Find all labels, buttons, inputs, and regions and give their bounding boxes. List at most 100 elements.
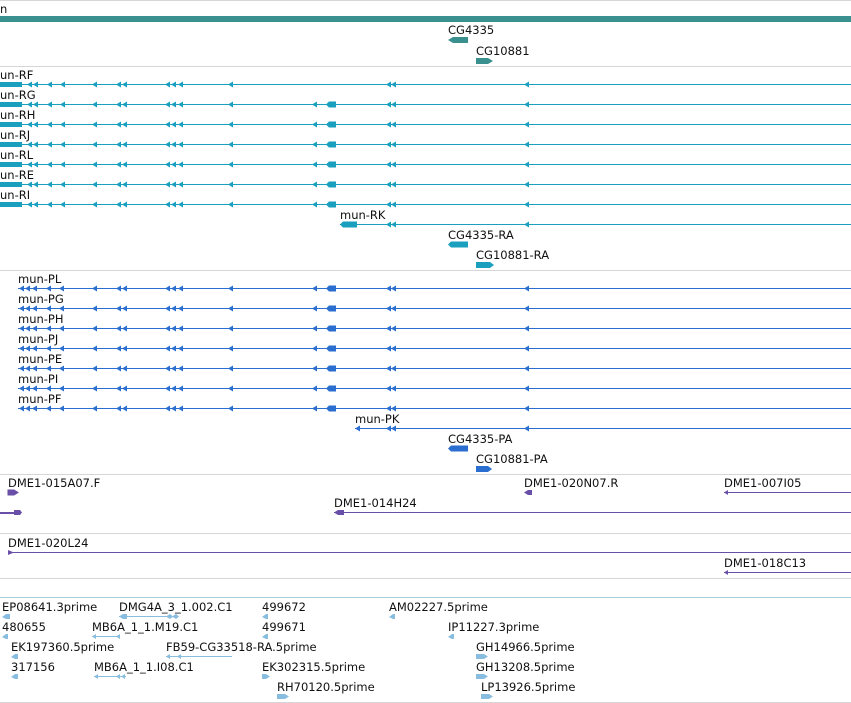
exon-arrow: [524, 101, 529, 108]
exon-arrow: [122, 385, 127, 392]
est-label: EK197360.5prime: [11, 640, 115, 654]
exon-arrow: [171, 385, 176, 392]
exon-arrow: [47, 121, 52, 128]
est-glyph: [262, 674, 270, 679]
exon-arrow: [19, 325, 24, 332]
exon-arrow: [386, 285, 391, 292]
exon-arrow: [312, 345, 317, 352]
exon-arrow: [25, 365, 30, 372]
exon-arrow: [60, 141, 65, 148]
exon-arrow: [171, 405, 176, 412]
exon-arrow: [178, 181, 183, 188]
exon-arrow: [171, 325, 176, 332]
exon-arrow: [27, 121, 32, 128]
est-label: 317156: [11, 660, 55, 674]
exon-arrow: [391, 101, 396, 108]
exon-block: [448, 445, 468, 452]
est-glyph: [448, 634, 454, 639]
exon-arrow: [165, 181, 170, 188]
gene-bar[interactable]: [0, 16, 851, 22]
exon-arrow: [171, 141, 176, 148]
exon-arrow: [122, 101, 127, 108]
est-glyph: [166, 654, 170, 659]
est-glyph: [389, 614, 395, 619]
exon-arrow: [27, 161, 32, 168]
exon-arrow: [524, 121, 529, 128]
exon-arrow: [25, 305, 30, 312]
est-glyph: [116, 674, 120, 679]
clone-015A07F-glyph: [7, 489, 19, 496]
est-glyph: [481, 694, 493, 699]
exon-arrow: [165, 325, 170, 332]
exon-arrow: [171, 101, 176, 108]
exon-arrow: [122, 81, 127, 88]
exon-arrow: [19, 405, 24, 412]
est-glyph: [476, 654, 488, 659]
exon-arrow: [228, 405, 233, 412]
exon-arrow: [524, 365, 529, 372]
exon-arrow: [32, 365, 37, 372]
transcript-label: un-RJ: [0, 128, 31, 142]
exon-arrow: [116, 385, 121, 392]
exon-arrow: [178, 161, 183, 168]
exon-arrow: [312, 385, 317, 392]
exon-block: [326, 121, 336, 128]
exon-arrow: [59, 405, 64, 412]
exon-block: [326, 285, 336, 292]
exon-arrow: [116, 81, 121, 88]
est-glyph: [2, 634, 8, 639]
exon-arrow: [386, 405, 391, 412]
est-label: GH13208.5prime: [476, 660, 575, 674]
exon-arrow: [92, 101, 97, 108]
exon-arrow: [27, 101, 32, 108]
exon-arrow: [165, 141, 170, 148]
exon-arrow: [386, 425, 391, 432]
exon-arrow: [59, 325, 64, 332]
exon-arrow: [391, 121, 396, 128]
exon-arrow: [32, 305, 37, 312]
clone-bar: [0, 512, 18, 514]
exon-arrow: [32, 345, 37, 352]
exon-arrow: [391, 141, 396, 148]
clone-label: DME1-007I05: [724, 476, 802, 490]
clone-label: DME1-020N07.R: [524, 476, 619, 490]
est-label: IP11227.3prime: [448, 620, 540, 634]
gene-label: n: [0, 2, 8, 16]
utr-block: [0, 82, 22, 87]
exon-arrow: [355, 425, 360, 432]
exon-arrow: [228, 365, 233, 372]
exon-arrow: [391, 345, 396, 352]
clone-label: DME1-015A07.F: [8, 476, 101, 490]
exon-arrow: [391, 161, 396, 168]
exon-arrow: [59, 285, 64, 292]
transcript-label: un-RE: [0, 168, 34, 182]
exon-arrow: [312, 325, 317, 332]
exon-arrow: [386, 201, 391, 208]
protein-label: mun-PF: [18, 392, 62, 406]
exon-arrow: [19, 345, 24, 352]
exon-arrow: [391, 385, 396, 392]
utr-block: [0, 202, 22, 207]
exon-arrow: [92, 385, 97, 392]
exon-block: [326, 141, 336, 148]
exon-arrow: [116, 345, 121, 352]
exon-arrow: [171, 285, 176, 292]
exon-arrow: [46, 345, 51, 352]
utr-block: [0, 162, 22, 167]
exon-arrow: [524, 305, 529, 312]
exon-arrow: [312, 181, 317, 188]
transcript-label: un-RG: [0, 88, 36, 102]
exon-arrow: [92, 405, 97, 412]
exon-arrow: [92, 325, 97, 332]
exon-arrow: [524, 161, 529, 168]
exon-arrow: [116, 365, 121, 372]
est-glyph: [277, 694, 289, 699]
exon-arrow: [171, 305, 176, 312]
est-glyph: [121, 674, 125, 679]
exon-arrow: [122, 405, 127, 412]
exon-arrow: [386, 385, 391, 392]
